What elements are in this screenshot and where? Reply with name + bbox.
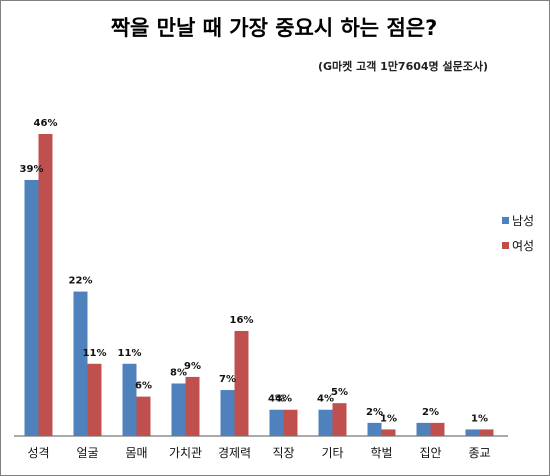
value-label-male-0: 39%: [20, 164, 44, 175]
value-label-female-3: 9%: [184, 361, 201, 372]
category-labels-group: 성격 얼굴 몸매 가치관 경제력 직장 기타 학벌 집안 종교: [27, 446, 490, 460]
value-label-male-3: 8%: [170, 367, 187, 378]
bar-female-5: [283, 409, 298, 436]
bar-female-4: [234, 330, 249, 436]
bar-female-7: [381, 429, 396, 436]
category-label-3: 가치관: [169, 446, 202, 460]
bar-male-4: [220, 390, 235, 436]
value-label-female-0: 46%: [34, 118, 58, 129]
bar-male-5: [269, 409, 284, 436]
value-label-male-6: 4%: [317, 394, 334, 405]
value-label-shared-8: 2%: [422, 407, 439, 418]
value-label-male-4: 7%: [219, 374, 236, 385]
bar-female-1: [87, 363, 102, 436]
value-label-female-1: 11%: [83, 348, 107, 359]
category-label-0: 성격: [27, 446, 49, 460]
category-label-4: 경제력: [218, 446, 251, 460]
value-label-female-4: 16%: [230, 315, 254, 326]
bar-female-0: [38, 134, 53, 436]
bar-male-3: [171, 383, 186, 436]
bar-female-3: [185, 376, 200, 436]
chart-subtitle: (G마켓 고객 1만7604명 설문조사): [317, 60, 488, 73]
category-label-1: 얼굴: [76, 446, 98, 460]
value-label-male-2: 11%: [118, 348, 142, 359]
value-label-male-1: 22%: [69, 276, 93, 287]
bar-female-9: [479, 429, 494, 436]
bar-male-6: [318, 409, 333, 436]
value-label-male-5: 4%: [268, 394, 285, 405]
bar-female-8: [430, 422, 445, 436]
category-label-9: 종교: [468, 446, 490, 460]
bar-female-6: [332, 403, 347, 436]
bar-male-0: [24, 179, 39, 436]
value-labels-group: 39%46%22%11% 11%6%8%9%7%16%4%4% 4%5%2%1%2%…: [20, 118, 488, 424]
bar-female-2: [136, 396, 151, 436]
value-label-shared-5: 4%: [275, 394, 292, 405]
bar-male-9: [465, 429, 480, 436]
bars-group: [24, 134, 494, 436]
legend-swatch-female: [502, 242, 509, 249]
value-label-female-7: 1%: [380, 413, 397, 424]
value-label-male-7: 2%: [366, 407, 383, 418]
chart-title: 짝을 만날 때 가장 중요시 하는 점은?: [110, 16, 438, 40]
category-label-2: 몸매: [125, 446, 147, 460]
value-label-female-6: 5%: [331, 387, 348, 398]
value-label-shared-9: 1%: [471, 413, 488, 424]
value-label-female-2: 6%: [135, 381, 152, 392]
legend-swatch-male: [502, 217, 509, 224]
category-label-7: 학벌: [370, 446, 392, 460]
legend-label-female: 여성: [512, 239, 534, 253]
bar-male-2: [122, 363, 137, 436]
category-label-6: 기타: [321, 446, 343, 460]
bar-male-1: [73, 291, 88, 436]
bar-male-7: [367, 422, 382, 436]
bar-male-8: [416, 422, 431, 436]
legend-label-male: 남성: [512, 214, 534, 228]
category-label-5: 직장: [272, 446, 294, 460]
category-label-8: 집안: [419, 446, 441, 460]
